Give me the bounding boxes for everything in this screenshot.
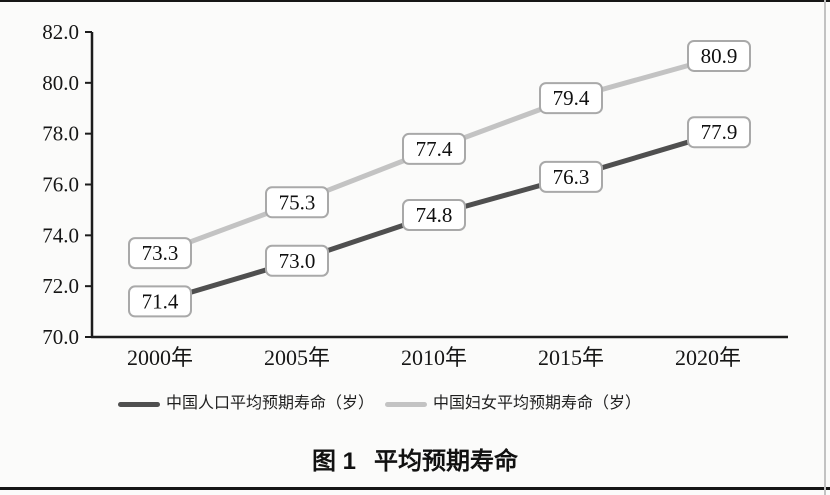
point-label: 79.4 xyxy=(553,86,590,110)
legend-label: 中国人口平均预期寿命（岁） xyxy=(166,395,375,412)
point-label: 74.8 xyxy=(416,203,453,227)
point-label-box xyxy=(265,244,329,277)
top-rule xyxy=(0,0,830,2)
x-tick-label: 2000年 xyxy=(127,345,193,370)
y-tick-label: 70.0 xyxy=(42,325,79,349)
bottom-rule xyxy=(0,487,830,490)
point-label: 73.0 xyxy=(279,249,316,273)
point-label-box xyxy=(539,82,603,115)
y-tick-label: 82.0 xyxy=(42,20,79,44)
legend-label: 中国妇女平均预期寿命（岁） xyxy=(433,395,642,412)
y-tick-label: 72.0 xyxy=(42,274,79,298)
right-edge-line xyxy=(824,0,826,495)
point-label-box xyxy=(402,199,466,231)
x-tick-label: 2020年 xyxy=(675,345,741,370)
legend-swatch-icon xyxy=(385,401,428,407)
point-label-box xyxy=(265,186,329,219)
figure-caption-prefix: 图 1 xyxy=(311,448,356,475)
figure-caption: 图 1 平均预期寿命 xyxy=(0,441,830,476)
point-label-box xyxy=(687,39,751,72)
point-label: 75.3 xyxy=(279,190,316,214)
legend-item-0: 中国人口平均预期寿命（岁） xyxy=(118,396,374,412)
point-label-box xyxy=(539,160,603,193)
point-label: 73.3 xyxy=(142,241,179,265)
y-tick-label: 74.0 xyxy=(42,223,79,247)
point-label: 80.9 xyxy=(701,44,738,68)
chart-legend: 中国人口平均预期寿命（岁） 中国妇女平均预期寿命（岁） xyxy=(118,396,641,412)
y-tick-label: 78.0 xyxy=(42,122,79,146)
point-label-box xyxy=(128,237,192,270)
x-tick-label: 2005年 xyxy=(264,345,330,370)
point-label: 77.9 xyxy=(701,120,738,144)
point-label: 77.4 xyxy=(416,137,453,161)
line-chart: 82.0 80.0 78.0 76.0 74.0 72.0 70.0 2000年 2005年 20… xyxy=(42,20,788,370)
point-label-box xyxy=(402,132,466,165)
legend-item-1: 中国妇女平均预期寿命（岁） xyxy=(385,396,641,412)
point-label: 71.4 xyxy=(142,289,179,313)
figure-caption-title: 平均预期寿命 xyxy=(374,448,518,475)
y-tick-label: 80.0 xyxy=(42,71,79,95)
point-label: 76.3 xyxy=(553,165,590,189)
point-label-box xyxy=(687,116,751,149)
y-tick-label: 76.0 xyxy=(42,173,79,197)
x-tick-label: 2010年 xyxy=(401,345,467,370)
x-tick-label: 2015年 xyxy=(538,345,604,370)
legend-swatch-icon xyxy=(118,401,160,407)
point-label-box xyxy=(128,285,192,318)
